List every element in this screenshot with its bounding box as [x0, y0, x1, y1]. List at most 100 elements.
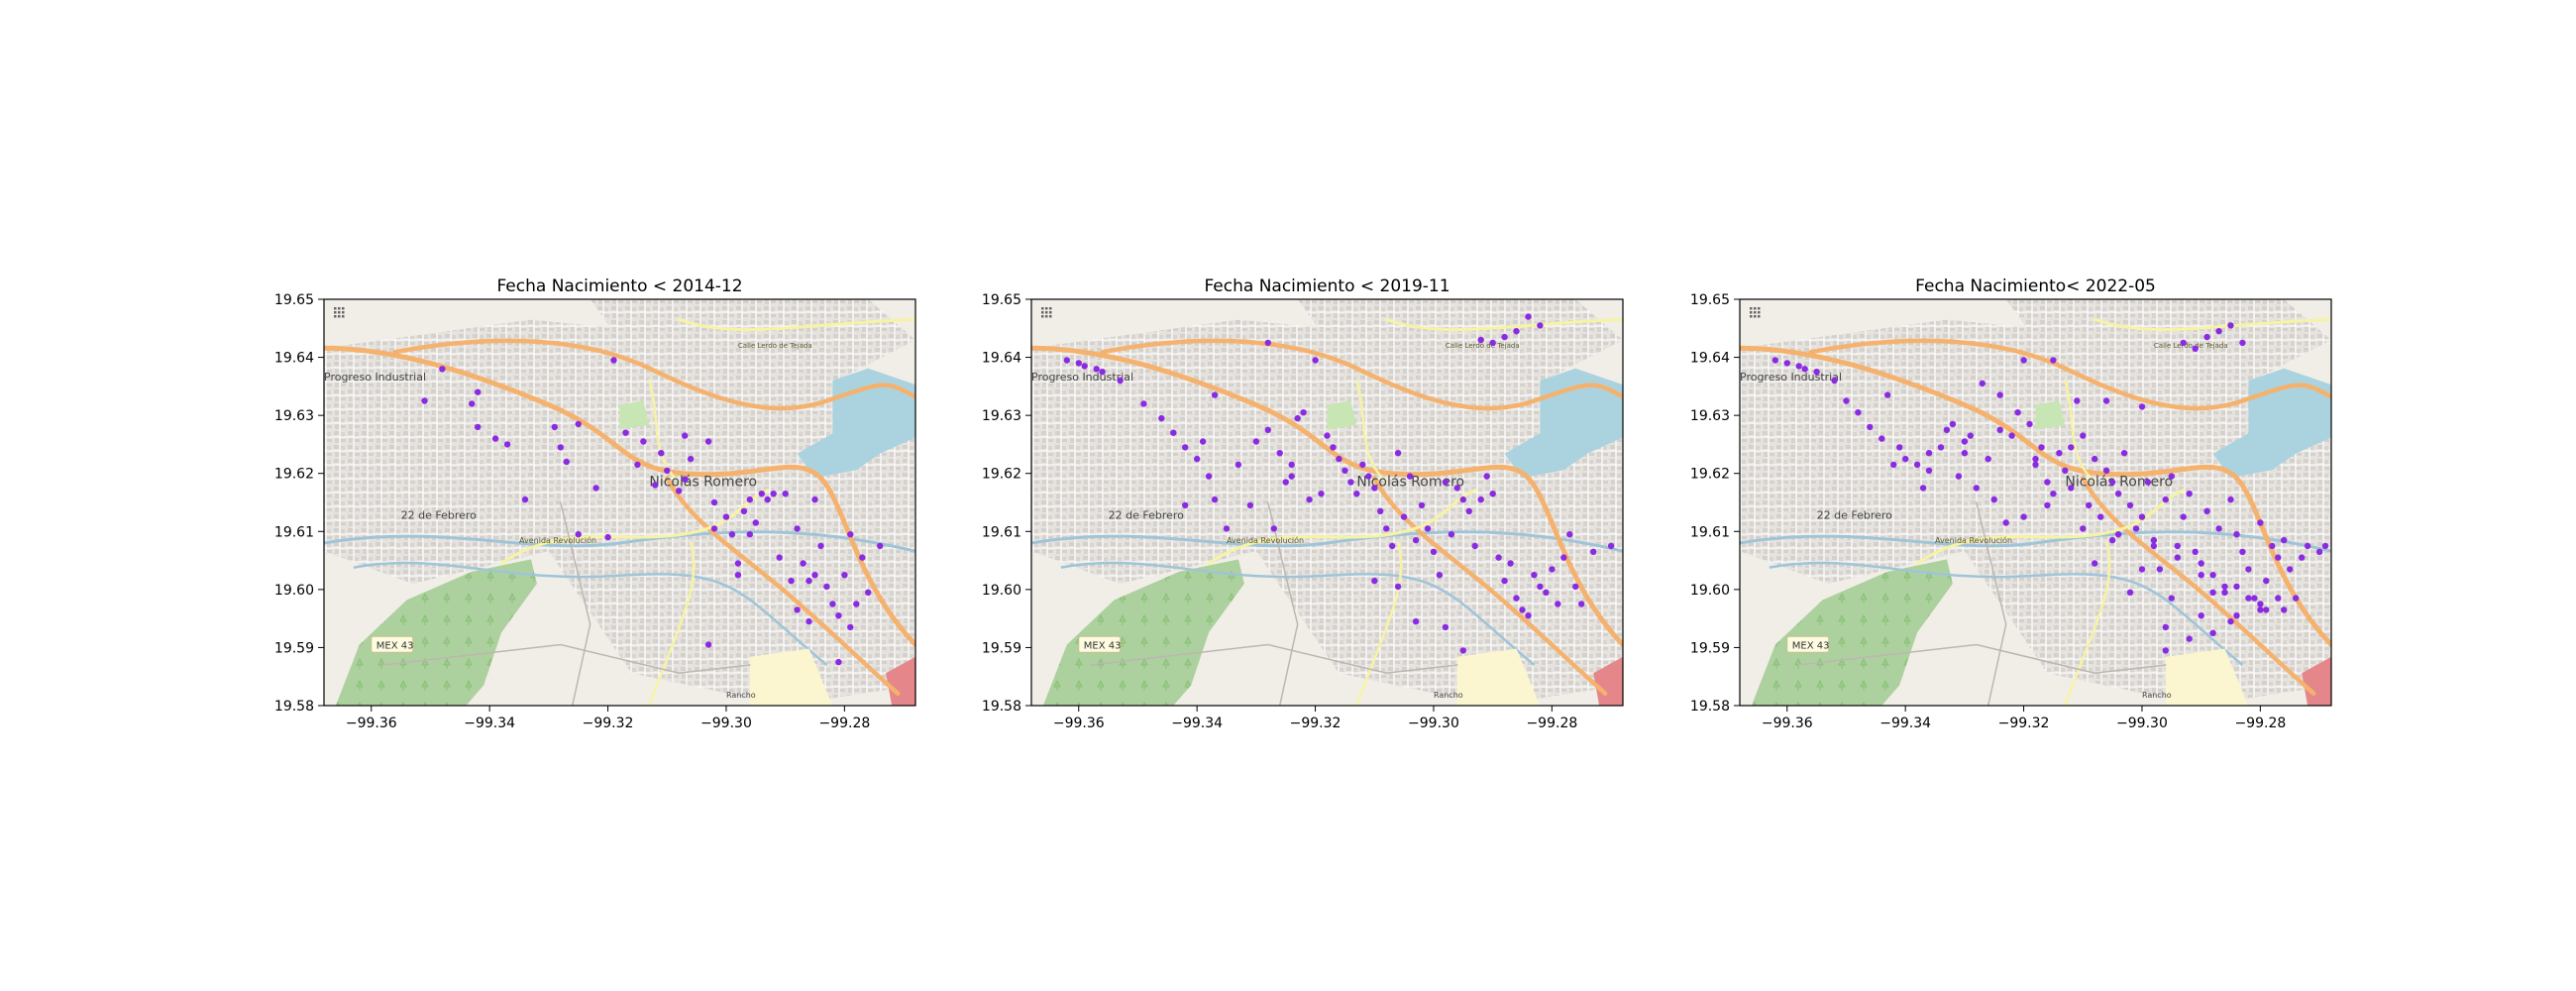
- data-point: [563, 458, 570, 466]
- data-point: [1525, 612, 1532, 619]
- data-point: [1063, 357, 1071, 364]
- data-point: [1996, 426, 2003, 433]
- data-point: [1182, 501, 1189, 509]
- data-point: [1336, 455, 1342, 463]
- data-point: [491, 435, 499, 442]
- park: [619, 400, 650, 430]
- data-point: [811, 496, 818, 503]
- x-tick-label: −99.32: [583, 716, 634, 731]
- panel-title: Fecha Nacimiento< 2022-05: [1915, 276, 2156, 296]
- data-point: [664, 467, 671, 474]
- svg-text:MEX 43: MEX 43: [376, 640, 414, 651]
- main-road: [1740, 345, 2331, 647]
- data-point: [575, 531, 582, 538]
- data-point: [676, 488, 683, 495]
- secondary-road-north: [2093, 318, 2331, 332]
- commercial-area: [886, 656, 915, 706]
- x-tick-label: −99.34: [464, 716, 515, 731]
- data-point: [2263, 606, 2270, 613]
- y-tick-label: 19.64: [982, 351, 1021, 367]
- data-point: [592, 485, 599, 492]
- highway-shield-mex43: MEX 43: [371, 635, 414, 653]
- place-label-progreso: Progreso Industrial: [324, 371, 426, 384]
- y-tick-label: 19.59: [1690, 640, 1730, 656]
- data-point: [1330, 444, 1337, 451]
- y-tick-label: 19.63: [1690, 408, 1730, 424]
- data-point: [1252, 438, 1260, 445]
- data-point: [770, 491, 777, 497]
- data-point: [2281, 536, 2288, 544]
- data-point: [2221, 583, 2228, 591]
- data-point: [1182, 444, 1189, 451]
- data-point: [658, 450, 665, 457]
- y-tick-label: 19.60: [1690, 583, 1730, 599]
- data-point: [2068, 444, 2075, 451]
- data-point: [2198, 572, 2204, 579]
- data-point: [794, 606, 801, 613]
- data-point: [2209, 572, 2216, 579]
- x-tick-label: −99.30: [1408, 716, 1459, 731]
- data-point: [1925, 450, 1933, 457]
- data-point: [1306, 496, 1313, 503]
- data-point: [1519, 606, 1526, 613]
- data-point: [2315, 548, 2323, 555]
- data-point: [2233, 612, 2240, 619]
- field: [1456, 648, 1541, 706]
- lake: [1504, 368, 1623, 479]
- data-point: [1081, 363, 1088, 370]
- data-point: [1223, 525, 1231, 532]
- map-tiles: Progreso Industrial Nicolás Romero 22 de F…: [1031, 299, 1623, 706]
- data-point: [1578, 601, 1585, 607]
- data-point: [1990, 496, 1997, 503]
- secondary-road-link: [2064, 379, 2096, 484]
- place-label-nicolas-romero: Nicolás Romero: [649, 475, 757, 491]
- north-road: [392, 338, 915, 411]
- lake: [2212, 368, 2331, 479]
- y-tick-label: 19.64: [1690, 351, 1730, 367]
- data-point: [2174, 554, 2181, 561]
- y-tick-label: 19.60: [982, 583, 1021, 599]
- data-point: [2233, 583, 2240, 591]
- data-point: [2150, 536, 2158, 544]
- data-point: [1919, 485, 1927, 492]
- data-point: [1949, 420, 1957, 428]
- data-point: [2020, 357, 2027, 364]
- data-point: [853, 601, 860, 607]
- data-point: [2032, 461, 2039, 469]
- data-point: [2092, 560, 2098, 567]
- data-point: [1531, 572, 1538, 579]
- data-point: [1158, 414, 1165, 422]
- data-point: [1855, 409, 1862, 416]
- data-points: [421, 357, 884, 666]
- y-tick-label: 19.61: [1690, 524, 1730, 540]
- park: [1327, 400, 1357, 430]
- y-tick-label: 19.59: [274, 640, 314, 656]
- data-point: [734, 560, 742, 567]
- data-point: [722, 513, 730, 520]
- data-point: [1961, 438, 1969, 445]
- forest-area: [335, 559, 537, 706]
- data-point: [1412, 617, 1420, 625]
- secondary-road-north: [1384, 318, 1623, 332]
- data-point: [1771, 357, 1779, 364]
- minor-road: [381, 643, 751, 674]
- data-point: [1430, 548, 1438, 555]
- data-point: [805, 617, 812, 625]
- data-point: [2026, 420, 2033, 428]
- data-point: [1501, 577, 1508, 585]
- data-point: [1389, 542, 1396, 550]
- data-point: [865, 589, 872, 596]
- data-point: [2056, 450, 2063, 457]
- data-point: [805, 577, 812, 585]
- y-tick-label: 19.60: [274, 583, 314, 599]
- place-label-rancho: Rancho: [726, 691, 756, 700]
- data-point: [2132, 525, 2140, 532]
- north-road: [1808, 338, 2331, 411]
- map-tiles: Progreso Industrial Nicolás Romero 22 de F…: [324, 299, 915, 706]
- data-point: [1878, 435, 1885, 442]
- data-point: [2209, 629, 2216, 636]
- data-point: [2102, 467, 2110, 474]
- map-layers-icon: [1041, 307, 1052, 318]
- data-point: [2014, 409, 2021, 416]
